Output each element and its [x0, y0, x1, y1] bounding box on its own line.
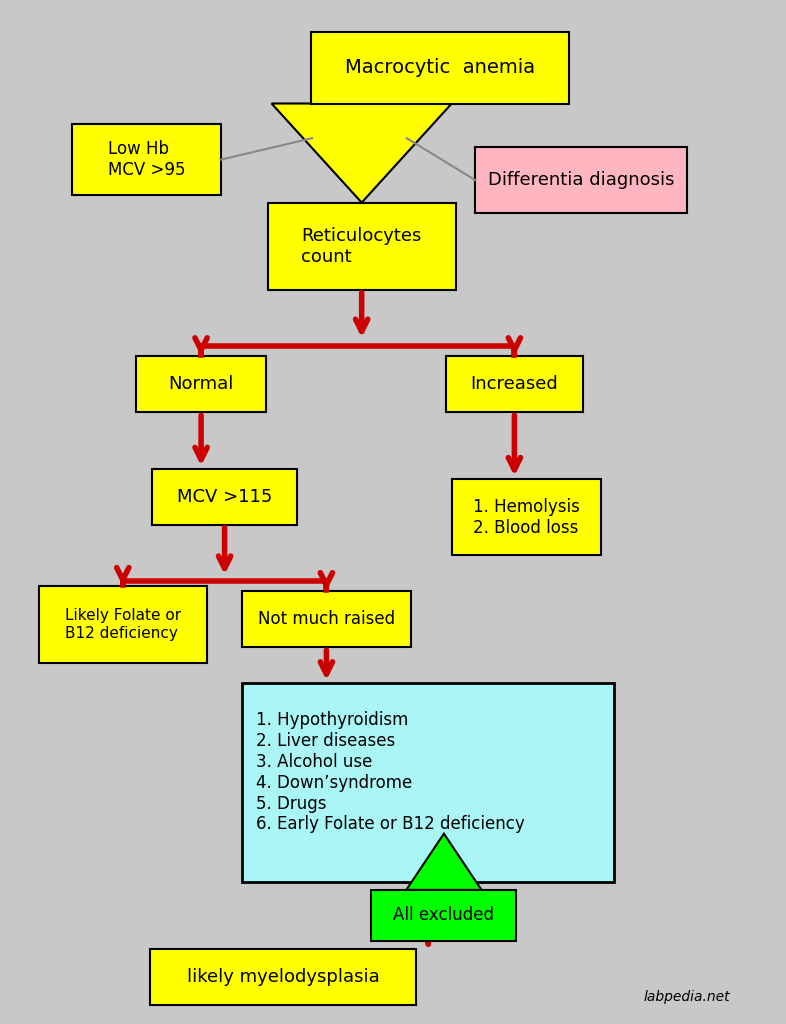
- Polygon shape: [406, 834, 482, 890]
- FancyBboxPatch shape: [150, 948, 417, 1005]
- FancyBboxPatch shape: [242, 591, 410, 647]
- Text: MCV >115: MCV >115: [177, 487, 272, 506]
- Polygon shape: [272, 103, 452, 203]
- Text: Not much raised: Not much raised: [258, 610, 395, 629]
- FancyBboxPatch shape: [152, 469, 297, 524]
- Text: Likely Folate or
B12 deficiency: Likely Folate or B12 deficiency: [64, 608, 181, 641]
- Text: Low Hb
MCV >95: Low Hb MCV >95: [108, 140, 185, 179]
- FancyBboxPatch shape: [137, 356, 266, 413]
- FancyBboxPatch shape: [476, 146, 687, 213]
- Text: Normal: Normal: [168, 376, 233, 393]
- Text: All excluded: All excluded: [394, 906, 494, 925]
- Text: Macrocytic  anemia: Macrocytic anemia: [345, 58, 535, 77]
- Text: Increased: Increased: [471, 376, 558, 393]
- Text: labpedia.net: labpedia.net: [643, 990, 729, 1005]
- Text: likely myelodysplasia: likely myelodysplasia: [187, 968, 380, 986]
- Text: Reticulocytes
count: Reticulocytes count: [302, 227, 422, 266]
- FancyBboxPatch shape: [268, 203, 456, 290]
- FancyBboxPatch shape: [39, 586, 207, 663]
- Text: Differentia diagnosis: Differentia diagnosis: [488, 171, 674, 189]
- Text: 1. Hemolysis
2. Blood loss: 1. Hemolysis 2. Blood loss: [472, 498, 579, 537]
- FancyBboxPatch shape: [310, 32, 569, 103]
- FancyBboxPatch shape: [446, 356, 583, 413]
- Text: 1. Hypothyroidism
2. Liver diseases
3. Alcohol use
4. Down’syndrome
5. Drugs
6. : 1. Hypothyroidism 2. Liver diseases 3. A…: [256, 712, 525, 834]
- FancyBboxPatch shape: [72, 124, 221, 196]
- FancyBboxPatch shape: [452, 479, 601, 555]
- FancyBboxPatch shape: [242, 683, 615, 883]
- FancyBboxPatch shape: [372, 890, 516, 941]
